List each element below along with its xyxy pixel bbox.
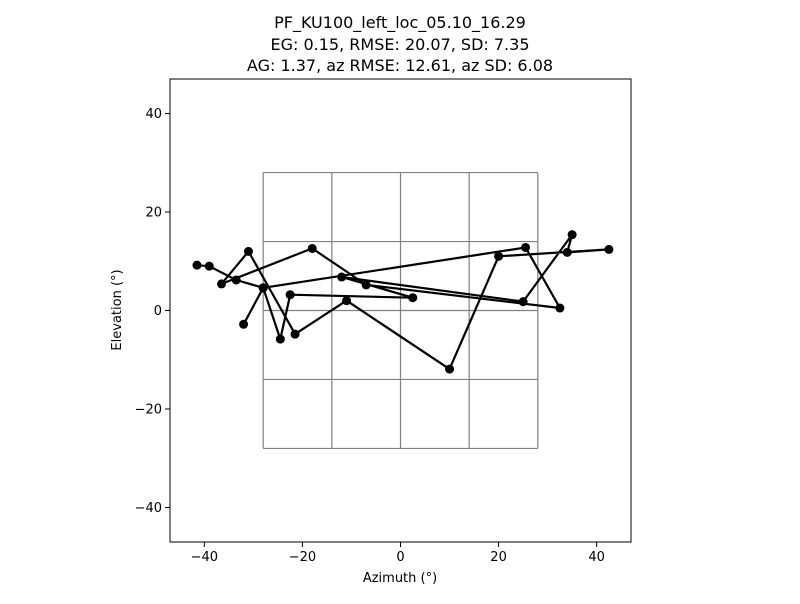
data-point-18 [307,243,317,253]
data-point-13 [445,364,455,374]
data-point-0 [192,260,202,270]
data-point-8 [518,297,528,307]
data-point-6 [408,293,418,303]
data-point-9 [567,230,577,240]
data-point-14 [342,296,352,306]
chart-title-line-2: EG: 0.15, RMSE: 20.07, SD: 7.35 [271,35,530,54]
y-tick-label-2: 0 [154,304,162,319]
data-point-22 [258,283,268,293]
data-point-11 [604,244,614,254]
x-tick-label-3: 20 [490,550,507,565]
y-axis-label: Elevation (°) [110,269,125,350]
data-point-4 [275,334,285,344]
x-tick-label-2: 0 [396,550,404,565]
data-point-21 [521,242,531,252]
x-tick-label-0: −40 [191,550,218,565]
data-point-10 [562,247,572,257]
y-tick-label-3: 20 [145,205,162,220]
data-point-16 [243,246,253,256]
y-tick-label-0: −40 [135,501,162,516]
x-axis-label: Azimuth (°) [363,571,437,586]
y-tick-label-4: 40 [145,107,162,122]
data-point-7 [337,272,347,282]
x-tick-label-4: 40 [588,550,605,565]
data-point-23 [239,319,249,329]
chart-title-line-1: PF_KU100_left_loc_05.10_16.29 [274,13,526,33]
data-point-19 [361,280,371,290]
data-point-15 [290,329,300,339]
data-point-17 [216,279,226,289]
data-point-2 [231,275,241,285]
series-line [196,233,611,371]
data-point-5 [285,290,295,300]
chart-title-line-3: AG: 1.37, az RMSE: 12.61, az SD: 6.08 [247,56,553,75]
data-point-20 [555,303,565,313]
y-tick-label-1: −20 [135,403,162,418]
x-tick-label-1: −20 [289,550,316,565]
data-point-1 [204,261,214,271]
data-point-12 [494,251,504,261]
